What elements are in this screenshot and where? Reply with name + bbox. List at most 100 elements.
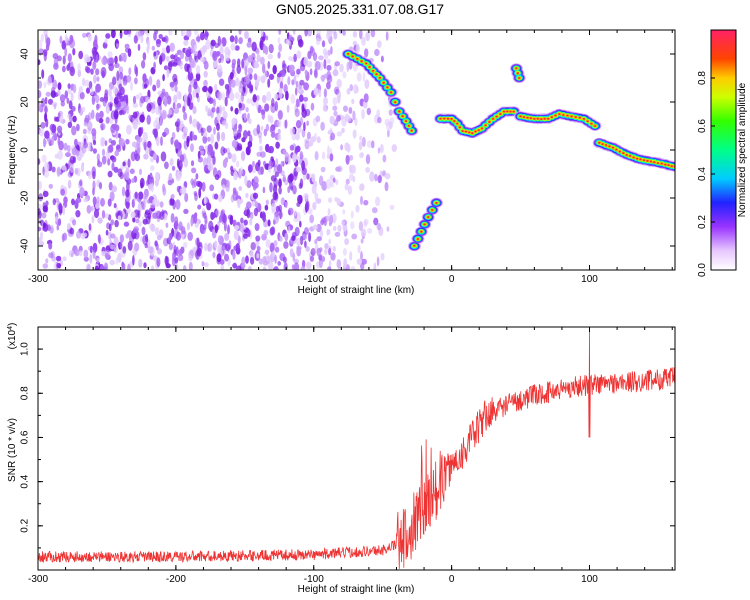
noise-blob [193, 44, 197, 51]
x-tick-label: 100 [581, 274, 598, 285]
noise-blob [315, 115, 321, 123]
noise-blob [274, 254, 277, 264]
noise-blob [246, 98, 252, 104]
ridge-mark [371, 69, 375, 72]
noise-blob [98, 182, 103, 190]
noise-blob [303, 121, 306, 132]
noise-blob [229, 35, 235, 43]
noise-blob [262, 266, 267, 270]
noise-blob [156, 257, 161, 267]
noise-blob [173, 94, 178, 104]
noise-blob [180, 30, 184, 37]
noise-blob [215, 209, 220, 216]
noise-blob [218, 78, 225, 86]
noise-blob [84, 79, 90, 87]
noise-blob [289, 144, 295, 151]
noise-blob [61, 233, 65, 243]
noise-blob [42, 139, 47, 146]
noise-blob [299, 151, 304, 160]
noise-blob [168, 30, 173, 36]
noise-blob [159, 201, 164, 208]
noise-blob [274, 93, 279, 100]
noise-blob [136, 137, 141, 148]
noise-blob [179, 154, 185, 163]
noise-blob [54, 216, 59, 223]
noise-blob [76, 231, 81, 239]
noise-blob [245, 146, 251, 156]
ridge-mark [453, 120, 456, 122]
noise-blob [52, 198, 56, 206]
noise-blob [324, 243, 329, 250]
noise-blob [91, 47, 98, 56]
noise-blob [266, 91, 272, 102]
noise-blob [159, 211, 165, 221]
colorbar-tick-label: 0.6 [697, 119, 708, 133]
noise-blob [189, 67, 193, 74]
ridge-mark [413, 244, 416, 247]
noise-blob [265, 123, 269, 132]
noise-blob [268, 43, 274, 54]
noise-blob [124, 43, 130, 50]
noise-blob [321, 40, 326, 48]
noise-blob [128, 114, 132, 120]
ridge-mark [653, 161, 656, 164]
noise-blob [224, 253, 229, 262]
noise-blob [83, 249, 89, 259]
noise-blob [92, 196, 97, 206]
noise-blob [84, 114, 90, 123]
noise-blob [119, 241, 123, 250]
noise-blob [249, 73, 253, 80]
noise-blob [365, 166, 370, 173]
noise-blob [75, 210, 81, 218]
noise-blob [171, 165, 176, 171]
ridge-mark [622, 152, 625, 155]
noise-blob [112, 85, 118, 95]
noise-blob [323, 88, 327, 98]
noise-blob [283, 241, 289, 249]
noise-blob [139, 177, 145, 188]
noise-blob [342, 248, 347, 256]
noise-blob [295, 120, 302, 129]
noise-blob [160, 136, 163, 147]
noise-blob [48, 75, 52, 84]
noise-blob [121, 186, 126, 197]
noise-blob [92, 148, 97, 154]
ridge-mark [664, 163, 667, 166]
noise-blob [341, 220, 345, 226]
noise-blob [156, 79, 161, 89]
noise-blob [363, 220, 368, 228]
noise-blob [235, 160, 240, 168]
noise-blob [137, 203, 143, 212]
noise-blob [113, 96, 119, 105]
noise-blob [277, 37, 281, 44]
noise-blob [327, 145, 330, 155]
y-tick-label: 40 [20, 48, 31, 60]
noise-blob [51, 124, 57, 134]
noise-blob [142, 73, 147, 83]
noise-blob [311, 173, 316, 183]
noise-blob [105, 116, 110, 124]
noise-blob [318, 175, 324, 186]
noise-blob [374, 173, 378, 182]
noise-blob [330, 132, 336, 141]
noise-blob [186, 30, 192, 38]
noise-blob [293, 258, 299, 264]
noise-blob [328, 247, 332, 256]
noise-blob [221, 92, 225, 101]
noise-blob [67, 179, 72, 189]
ridge-mark [450, 117, 453, 120]
noise-blob [380, 252, 385, 261]
noise-blob [57, 82, 62, 91]
noise-blob [66, 222, 71, 230]
noise-blob [203, 70, 208, 78]
noise-blob [125, 200, 130, 209]
noise-blob [87, 170, 93, 180]
noise-blob [113, 166, 119, 173]
noise-blob [296, 68, 301, 75]
noise-blob [193, 50, 198, 57]
noise-blob [257, 166, 263, 175]
noise-blob [175, 199, 181, 210]
noise-blob [214, 42, 220, 48]
noise-blob [119, 138, 125, 147]
noise-blob [309, 139, 314, 147]
